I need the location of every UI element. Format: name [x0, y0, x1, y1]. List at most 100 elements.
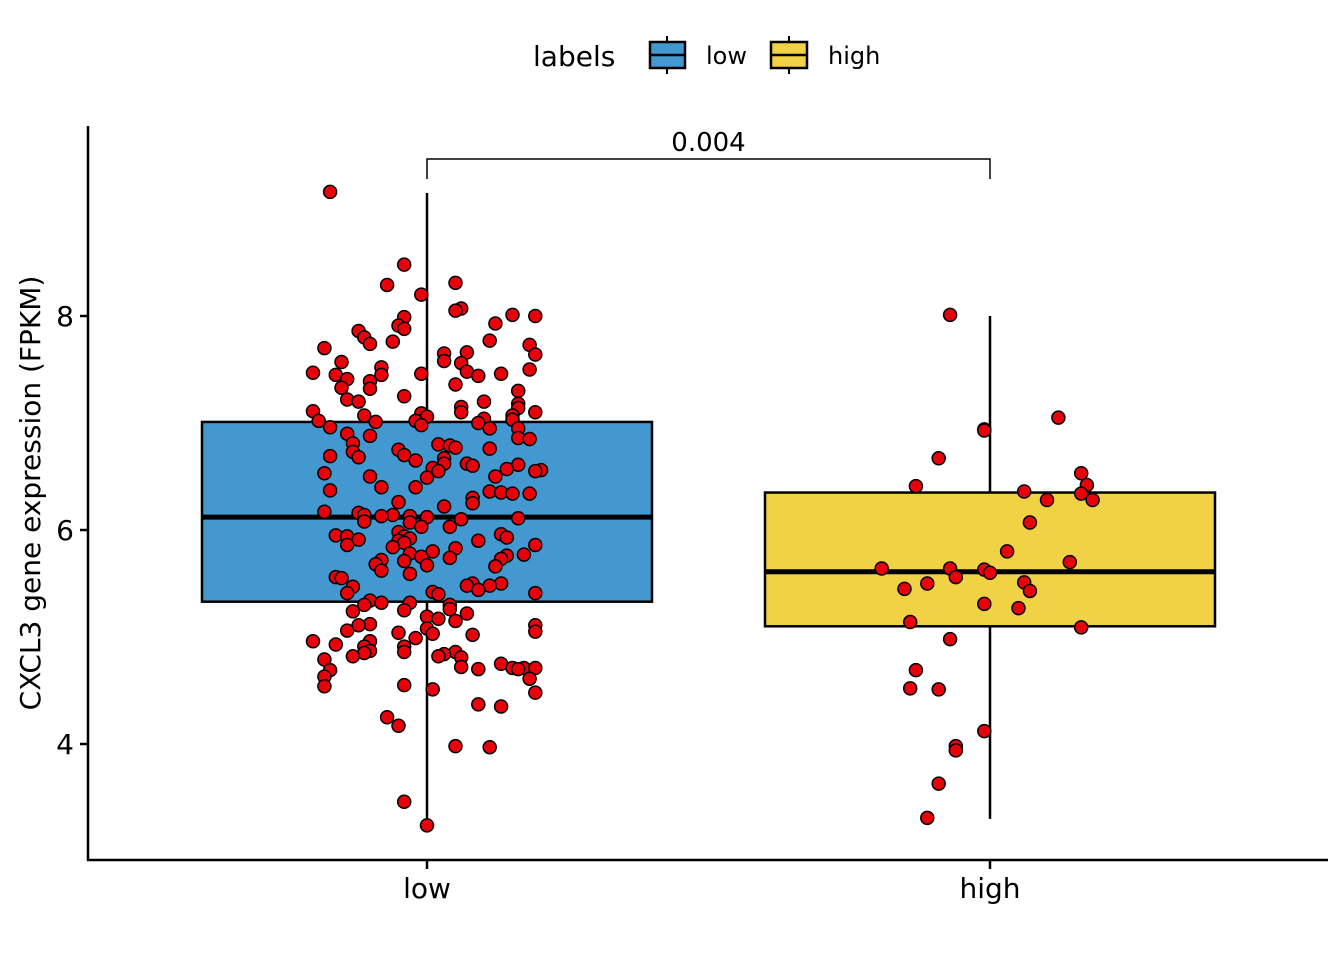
data-point [436, 353, 452, 369]
data-point [396, 794, 412, 810]
data-point [425, 682, 440, 697]
data-point [379, 277, 395, 293]
data-point [351, 449, 366, 465]
data-point [442, 550, 458, 566]
data-point [385, 334, 401, 349]
data-point [396, 644, 412, 660]
data-point [977, 423, 992, 438]
data-point [1011, 600, 1026, 616]
data-point [522, 671, 537, 686]
data-point [362, 428, 378, 444]
data-point [482, 739, 497, 755]
data-point [357, 408, 372, 423]
data-point [345, 604, 361, 619]
data-point [374, 595, 389, 611]
data-point [1022, 515, 1038, 530]
data-point [1073, 620, 1089, 635]
data-point [488, 469, 503, 484]
data-point [339, 537, 355, 553]
data-point [499, 461, 515, 477]
data-point [425, 544, 440, 559]
legend-label-high: high [828, 42, 880, 70]
data-point [1085, 492, 1100, 508]
data-point [431, 611, 446, 627]
data-point [1039, 492, 1055, 508]
data-point [908, 478, 924, 494]
data-point [334, 380, 349, 395]
data-point [977, 596, 992, 612]
data-point [419, 818, 435, 833]
data-point [522, 431, 537, 447]
data-point [419, 558, 435, 573]
data-point [351, 394, 366, 409]
data-point [396, 677, 412, 693]
data-point [471, 533, 486, 548]
data-point [322, 184, 338, 200]
data-point [931, 776, 946, 791]
y-axis-title: CXCL3 gene expression (FPKM) [14, 276, 47, 711]
data-point [414, 519, 429, 535]
data-point [374, 479, 389, 495]
data-point [317, 504, 332, 520]
data-point [1073, 486, 1089, 501]
data-point [510, 510, 526, 526]
data-point [942, 631, 958, 647]
data-point [1062, 554, 1078, 570]
data-point [414, 287, 429, 302]
data-point [334, 570, 349, 586]
data-point [448, 613, 463, 629]
data-point [482, 421, 497, 436]
data-point [362, 381, 378, 397]
data-point [977, 723, 992, 739]
data-point [1051, 410, 1066, 425]
data-point [425, 626, 440, 642]
data-point [874, 561, 889, 576]
data-point [459, 606, 475, 621]
data-point [528, 347, 543, 362]
data-point [465, 458, 480, 474]
data-point [505, 486, 520, 501]
data-point [493, 699, 509, 714]
data-point [471, 661, 486, 677]
data-point [476, 394, 492, 409]
data-point [1022, 583, 1038, 599]
y-ticks: 4 6 8 [56, 300, 88, 761]
data-point [362, 469, 378, 484]
data-point [902, 681, 918, 696]
data-point [339, 585, 355, 601]
x-axis: low high [87, 858, 1328, 905]
data-point [942, 307, 958, 323]
data-point [374, 367, 389, 383]
data-point [931, 682, 946, 697]
data-point [391, 718, 406, 734]
bracket-line [426, 158, 991, 179]
significance-bracket: 0.004 [426, 128, 991, 179]
data-point [471, 415, 486, 431]
data-point [431, 463, 446, 479]
data-point [311, 413, 326, 429]
data-point [362, 336, 378, 352]
data-point [948, 569, 964, 585]
legend-title: labels [533, 40, 615, 73]
points-layer [305, 184, 1100, 833]
data-point [436, 499, 452, 514]
data-point [465, 627, 480, 643]
y-tick-label: 4 [56, 728, 74, 761]
data-point [1073, 466, 1089, 481]
data-point [453, 405, 469, 420]
data-point [391, 625, 406, 640]
data-point [442, 601, 458, 617]
data-point [897, 581, 912, 597]
data-point [471, 582, 486, 598]
data-point [317, 466, 332, 481]
data-point [510, 661, 526, 677]
data-point [396, 447, 412, 463]
x-tick-label-low: low [403, 872, 451, 905]
data-point [442, 519, 458, 535]
data-point [396, 603, 412, 618]
data-point [408, 630, 423, 646]
data-point [408, 453, 423, 468]
data-point [522, 486, 537, 501]
data-point [322, 420, 338, 435]
